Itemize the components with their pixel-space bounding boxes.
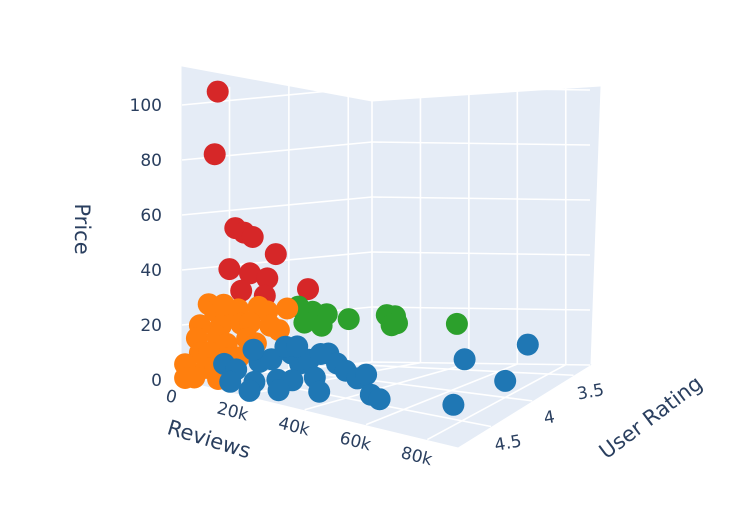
data-point-red (239, 262, 261, 285)
y-tick-label: 3.5 (576, 380, 606, 404)
z-tick-label: 20 (140, 316, 162, 336)
grid-line (371, 306, 591, 311)
data-point-green (293, 311, 316, 334)
z-tick-label: 60 (140, 206, 162, 226)
x-tick-label: 60k (338, 428, 374, 455)
data-point-blue (219, 370, 242, 393)
data-point-blue (242, 338, 265, 361)
data-point-blue (238, 379, 261, 402)
data-point-red (264, 243, 287, 266)
grid-line (371, 86, 591, 91)
y-tick-label: 4 (542, 407, 556, 429)
grid-line (288, 369, 533, 402)
y-tick-label: 4.5 (493, 431, 523, 455)
data-point-red (241, 226, 264, 248)
data-point-blue (309, 343, 332, 365)
data-point-blue (355, 363, 378, 386)
grid-line (371, 361, 591, 366)
data-point-blue (516, 333, 539, 356)
data-point-green (445, 312, 468, 335)
grid-line (348, 363, 574, 377)
data-point-red (203, 143, 226, 166)
data-point-blue (494, 369, 517, 392)
data-point-blue (368, 388, 391, 411)
z-tick-label: 100 (130, 96, 162, 116)
z-tick-label: 80 (140, 151, 162, 171)
data-point-blue (260, 348, 283, 371)
x-tick-label: 40k (276, 413, 312, 440)
x-tick-label: 20k (215, 399, 251, 426)
data-markers (174, 80, 539, 416)
data-point-orange (267, 319, 290, 342)
z-tick-label: 0 (151, 371, 162, 391)
grid-line (371, 251, 591, 256)
data-point-blue (442, 393, 465, 416)
data-point-green (337, 308, 360, 331)
grid-line (304, 362, 470, 411)
z-tick-label: 40 (140, 261, 162, 281)
data-point-green (310, 314, 333, 337)
data-point-red (256, 267, 279, 290)
data-point-green (386, 312, 408, 335)
data-point-orange (212, 293, 235, 316)
grid-line (426, 363, 567, 441)
grid-line (365, 363, 518, 426)
data-point-blue (453, 348, 476, 371)
gridlines (181, 73, 591, 441)
y-axis-title: User Rating (595, 371, 707, 464)
grid-line (181, 86, 373, 106)
data-point-blue (267, 379, 290, 402)
data-point-orange (276, 297, 299, 320)
grid-line (371, 196, 591, 201)
x-tick-label: 0 (164, 386, 179, 408)
data-point-red (297, 278, 319, 301)
z-axis-title: Price (70, 203, 94, 254)
data-point-blue (286, 335, 309, 358)
data-point-blue (308, 380, 331, 403)
x-tick-label: 80k (399, 443, 435, 470)
grid-line (181, 196, 373, 216)
data-point-red (230, 279, 253, 302)
data-point-red (206, 80, 229, 103)
grid-line (371, 141, 591, 146)
data-point-red (218, 258, 241, 281)
data-point-orange (183, 366, 206, 389)
